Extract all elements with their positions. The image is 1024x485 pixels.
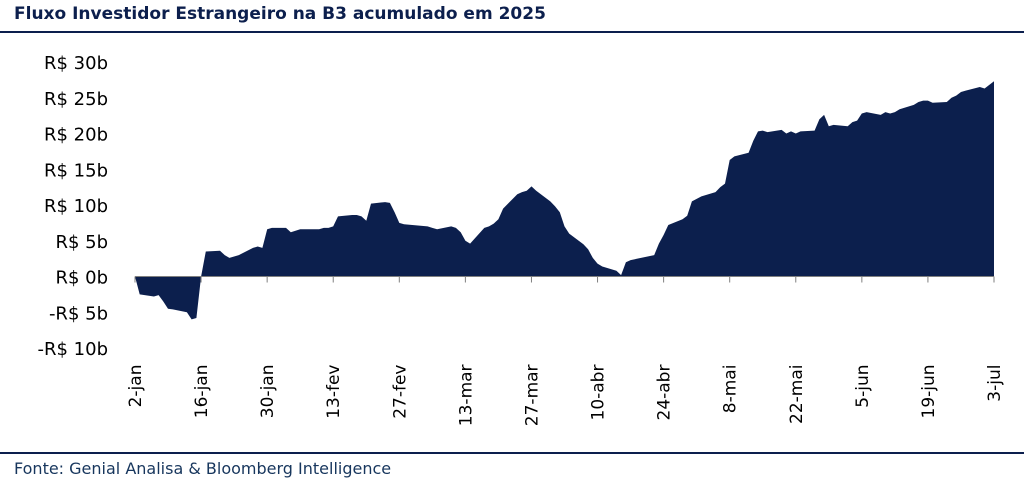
x-tick-label: 16-jan [192,365,212,419]
series-area [135,81,994,320]
chart-area: R$ 30b R$ 25b R$ 20b R$ 15b R$ 10b R$ 5b R$ 0b… [37,53,1005,426]
chart-title: Fluxo Investidor Estrangeiro na B3 acumu… [14,4,546,24]
x-tick-label: 10-abr [589,365,609,421]
x-tick-label: 22-mai [787,365,807,424]
y-tick-label: R$ 10b [44,196,108,217]
y-axis: R$ 30b R$ 25b R$ 20b R$ 15b R$ 10b R$ 5b R$ 0b… [37,53,108,360]
plot-region [135,81,994,320]
x-tick-label: 13-mar [456,364,476,426]
y-tick-label: R$ 5b [55,232,108,253]
x-tick-label: 27-fev [390,365,410,419]
y-tick-label: -R$ 10b [37,339,108,360]
x-tick-label: 27-mar [523,364,543,426]
x-tick-label: 5-jun [853,364,873,407]
y-tick-label: R$ 15b [44,160,108,181]
x-tick-label: 30-jan [258,365,278,419]
x-tick-label: 2-jan [126,365,146,408]
x-axis: 2-jan 16-jan 30-jan 13-fev 27-fev 13-mar 27-ma… [126,276,1005,426]
x-tick-label: 3-jul [985,365,1005,402]
source-note: Fonte: Genial Analisa & Bloomberg Intell… [14,459,392,478]
y-tick-label: R$ 0b [55,268,108,289]
x-tick-label: 13-fev [324,365,344,419]
top-divider [0,31,1024,33]
x-tick-label: 24-abr [655,365,675,421]
x-tick-label: 8-mai [721,365,741,414]
y-tick-label: R$ 30b [44,53,108,74]
x-tick-label: 19-jun [919,364,939,418]
bottom-divider [0,452,1024,454]
y-tick-label: R$ 25b [44,89,108,110]
y-tick-label: -R$ 5b [49,303,108,324]
y-tick-label: R$ 20b [44,125,108,146]
